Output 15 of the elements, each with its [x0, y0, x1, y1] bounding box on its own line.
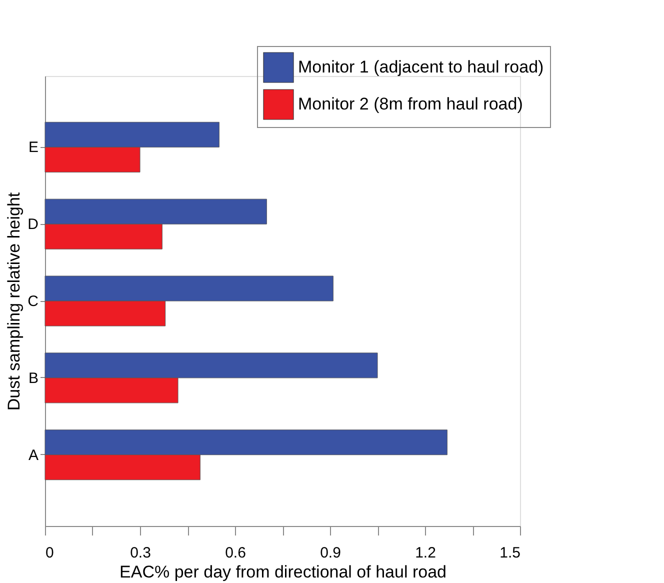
x-tick-label: 0.9	[320, 544, 341, 562]
y-axis-title: Dust sampling relative height	[4, 192, 24, 411]
x-axis-title: EAC% per day from directional of haul road	[120, 562, 446, 582]
x-tick-label: 1.2	[415, 544, 436, 562]
x-tick-label: 0	[46, 544, 54, 562]
y-tick-label: B	[28, 370, 38, 387]
y-tick-label: E	[28, 139, 38, 156]
x-tick-label: 0.3	[130, 544, 151, 562]
x-tick-label: 0.6	[225, 544, 246, 562]
legend-label: Monitor 1 (adjacent to haul road)	[298, 58, 544, 76]
y-tick-label: C	[28, 293, 39, 310]
x-tick-label: 1.5	[500, 544, 520, 562]
y-tick-label: D	[28, 216, 39, 234]
legend-label: Monitor 2 (8m from haul road)	[298, 94, 523, 114]
y-tick-label: A	[28, 446, 38, 464]
